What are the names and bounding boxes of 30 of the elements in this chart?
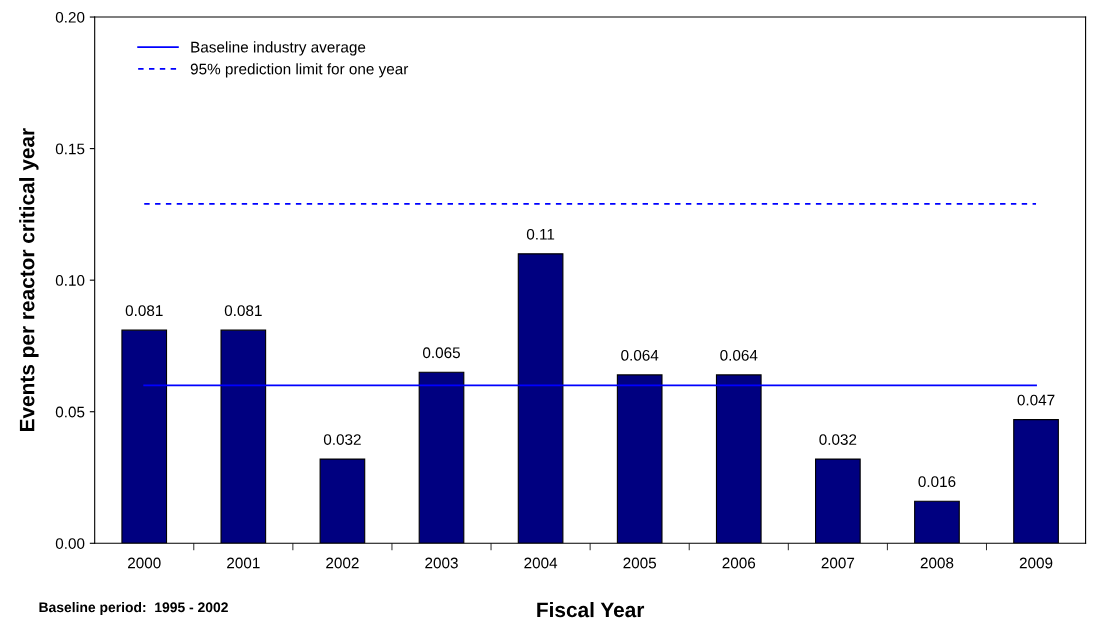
y-tick-label: 0.05 xyxy=(55,406,85,418)
x-tick-label: 2003 xyxy=(425,557,458,569)
x-tick-label: 2008 xyxy=(920,557,954,569)
data-label: 0.064 xyxy=(621,349,659,361)
y-tick-label: 0.20 xyxy=(55,11,85,23)
data-label: 0.11 xyxy=(526,228,555,240)
x-tick-label: 2001 xyxy=(227,557,260,569)
data-label: 0.081 xyxy=(224,305,262,317)
x-tick-label: 2000 xyxy=(128,557,161,569)
x-tick-label: 2004 xyxy=(524,557,558,569)
x-tick-label: 2005 xyxy=(623,557,657,569)
data-label: 0.032 xyxy=(819,434,857,445)
text: Baseline period: 1995 - 2002 xyxy=(39,602,228,615)
x-tick-label: 2009 xyxy=(1019,557,1053,569)
data-label: 0.064 xyxy=(720,349,758,361)
data-label: 0.081 xyxy=(125,305,163,317)
x-tick-label: 2007 xyxy=(821,557,855,569)
data-label: 0.047 xyxy=(1017,394,1055,406)
y-tick-label: 0.15 xyxy=(55,143,85,155)
x-tick-label: 2006 xyxy=(722,557,756,569)
x-tick-label: 2002 xyxy=(326,557,359,569)
y-tick-label: 0.10 xyxy=(55,275,85,286)
y-axis-title: Events per reactor critical year xyxy=(19,128,39,432)
data-label: 0.032 xyxy=(323,434,361,445)
data-label: 0.016 xyxy=(918,476,956,488)
legend-label: 95% prediction limit for one year xyxy=(190,63,409,78)
y-tick-label: 0.00 xyxy=(55,538,85,549)
data-label: 0.065 xyxy=(422,347,460,359)
x-axis-title: Fiscal Year xyxy=(537,601,645,618)
legend-label: Baseline industry average xyxy=(191,41,366,56)
